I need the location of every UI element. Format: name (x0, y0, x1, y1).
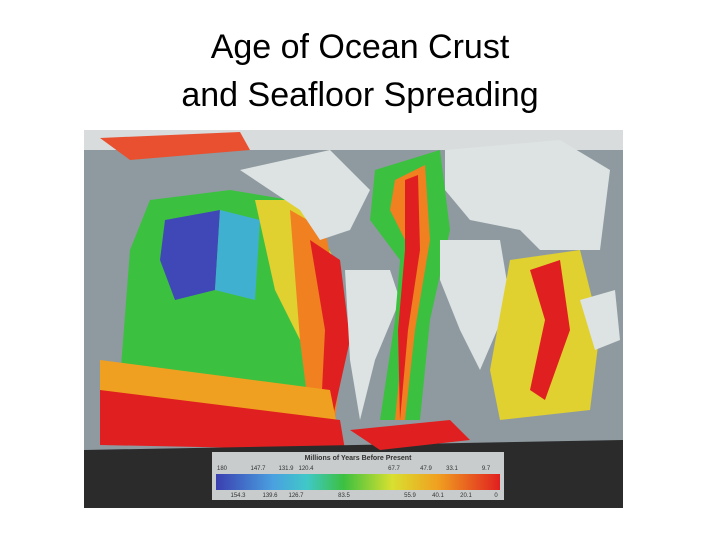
map (84, 130, 623, 508)
legend-label: 154.3 (230, 493, 246, 499)
legend-label: 67.7 (388, 466, 400, 472)
title-line: and Seafloor Spreading (181, 76, 538, 114)
legend-label: 83.5 (338, 493, 350, 499)
title-line: Age of Ocean Crust (211, 28, 510, 66)
legend-label: 55.9 (404, 493, 416, 499)
legend-label: 33.1 (446, 466, 458, 472)
color-bar (216, 474, 500, 490)
legend-label: 120.4 (298, 466, 314, 472)
legend-label: 131.9 (278, 466, 294, 472)
legend-label: 9.7 (482, 466, 491, 472)
legend-label: 20.1 (460, 493, 472, 499)
legend-label: 126.7 (288, 493, 304, 499)
legend-label: 180 (217, 466, 228, 472)
legend-title: Millions of Years Before Present (305, 455, 413, 462)
legend-label: 0 (494, 493, 498, 499)
legend-label: 147.7 (250, 466, 266, 472)
legend-label: 139.6 (262, 493, 278, 499)
legend: Millions of Years Before Present 180 147.… (212, 452, 504, 500)
legend-label: 47.9 (420, 466, 432, 472)
legend-label: 40.1 (432, 493, 444, 499)
